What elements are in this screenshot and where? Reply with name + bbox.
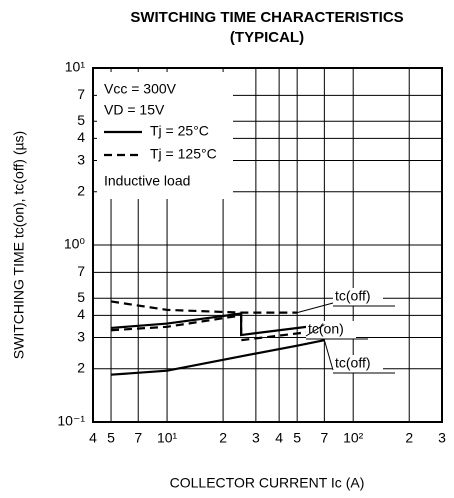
legend-note: Vcc = 300V <box>104 81 177 97</box>
chart-title: SWITCHING TIME CHARACTERISTICS <box>130 9 403 26</box>
legend-label: Tj = 25°C <box>150 123 209 139</box>
y-tick-label: 7 <box>77 86 85 102</box>
x-tick-label: 3 <box>252 430 260 446</box>
y-tick-label: 10⁻¹ <box>57 413 85 429</box>
y-tick-label: 4 <box>77 129 85 145</box>
legend-footer: Inductive load <box>104 173 190 189</box>
x-tick-label: 2 <box>405 430 413 446</box>
annotation: tc(on) <box>308 321 344 337</box>
plot-frame <box>92 67 443 423</box>
y-tick-label: 2 <box>77 359 85 375</box>
y-tick-label: 4 <box>77 306 85 322</box>
y-tick-label: 10¹ <box>65 59 86 75</box>
x-tick-label: 7 <box>320 430 328 446</box>
x-axis-label: COLLECTOR CURRENT Ic (A) <box>170 475 365 491</box>
x-tick-label: 10² <box>343 430 364 446</box>
legend: Vcc = 300V VD = 15V Tj = 25°C Tj = 125°C Ind… <box>104 81 217 189</box>
annotation-bg <box>333 288 383 306</box>
x-tick-label: 2 <box>219 430 227 446</box>
annotation: tc(off) <box>335 288 371 304</box>
series-line <box>110 314 325 342</box>
x-tick-label: 7 <box>134 430 142 446</box>
series-line <box>110 339 325 376</box>
y-tick-label: 2 <box>77 182 85 198</box>
chart-subtitle: (TYPICAL) <box>230 29 304 46</box>
annotation-bg <box>333 355 383 373</box>
x-tick-label: 5 <box>293 430 301 446</box>
x-tick-label: 4 <box>275 430 283 446</box>
legend-label: Tj = 125°C <box>150 146 217 162</box>
labels: 4 5 7 10¹ 2 3 4 5 7 10² 2 310⁻¹2345710⁰2345710¹tc(o… <box>57 59 446 446</box>
x-tick-label: 3 <box>438 430 446 446</box>
x-tick-label: 4 <box>89 430 97 446</box>
y-tick-label: 5 <box>77 289 85 305</box>
annotation: tc(off) <box>335 355 371 371</box>
annotation-leader <box>305 324 325 337</box>
y-axis-label: SWITCHING TIME tc(on), tc(off) (µs) <box>11 131 27 359</box>
annotation-leader <box>297 302 334 314</box>
y-tick-label: 3 <box>77 328 85 344</box>
y-tick-label: 3 <box>77 151 85 167</box>
series-line <box>110 312 325 337</box>
plot-lines <box>110 300 325 376</box>
legend-note: VD = 15V <box>104 102 165 118</box>
y-tick-label: 7 <box>77 263 85 279</box>
annotation-leader <box>323 340 334 371</box>
series-line <box>110 300 298 314</box>
annotation-bg <box>306 321 356 339</box>
y-tick-label: 5 <box>77 112 85 128</box>
y-tick-label: 10⁰ <box>64 236 86 252</box>
legend-box <box>97 72 233 199</box>
x-tick-label: 5 <box>107 430 115 446</box>
x-tick-label: 10¹ <box>157 430 178 446</box>
